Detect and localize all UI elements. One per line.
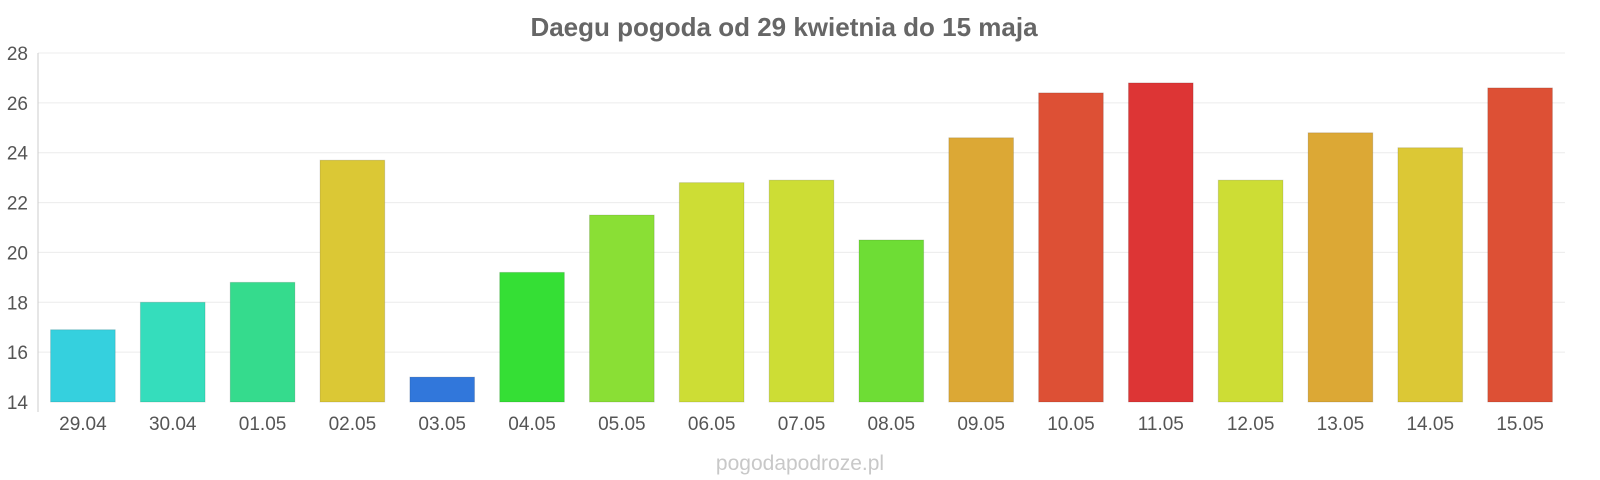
x-tick-label-29.04: 29.04: [59, 414, 107, 435]
x-tick-label-06.05: 06.05: [688, 414, 736, 435]
x-tick-label-11.05: 11.05: [1138, 414, 1184, 435]
x-tick-label-01.05: 01.05: [239, 414, 287, 435]
y-tick-label-14: 14: [7, 393, 29, 414]
x-tick-label-30.04: 30.04: [149, 414, 197, 435]
bar-layer: [50, 82, 1553, 403]
y-tick-label-28: 28: [7, 44, 28, 65]
bar-10.05[interactable]: [1038, 92, 1104, 403]
x-tick-label-08.05: 08.05: [868, 414, 916, 435]
x-tick-label-10.05: 10.05: [1047, 414, 1095, 435]
y-tick-label-22: 22: [7, 194, 28, 215]
bar-01.05[interactable]: [229, 281, 296, 403]
x-tick-label-09.05: 09.05: [957, 414, 1005, 435]
x-tick-label-12.05: 12.05: [1227, 414, 1275, 435]
bar-13.05[interactable]: [1307, 132, 1374, 403]
bar-08.05[interactable]: [858, 239, 925, 403]
bar-30.04[interactable]: [139, 301, 206, 403]
y-tick-label-16: 16: [7, 343, 28, 364]
bar-04.05[interactable]: [499, 271, 565, 403]
y-tick-label-24: 24: [7, 144, 29, 165]
axis-layer: 14 16 18 20 22 24 26 28: [7, 44, 39, 414]
y-tick-label-18: 18: [7, 293, 28, 314]
x-tick-label-07.05: 07.05: [778, 414, 826, 435]
y-tick-label-20: 20: [7, 243, 28, 264]
bar-12.05[interactable]: [1217, 179, 1284, 403]
x-tick-label-05.05: 05.05: [598, 414, 646, 435]
bar-29.04[interactable]: [50, 329, 116, 403]
y-tick-label-26: 26: [7, 94, 28, 115]
bar-15.05[interactable]: [1487, 87, 1553, 403]
x-tick-label-04.05: 04.05: [508, 414, 556, 435]
bar-07.05[interactable]: [768, 179, 835, 403]
x-tick-labels: 29.04 30.04 01.05 02.05 03.05 04.05 05.05 06.05…: [59, 414, 1544, 435]
x-tick-label-03.05: 03.05: [418, 414, 466, 435]
bar-03.05[interactable]: [409, 376, 476, 403]
bar-09.05[interactable]: [948, 137, 1014, 403]
x-tick-label-13.05: 13.05: [1317, 414, 1365, 435]
x-tick-label-15.05: 15.05: [1496, 414, 1544, 435]
bar-06.05[interactable]: [678, 182, 745, 403]
watermark: pogodapodroze.pl: [716, 452, 884, 475]
x-tick-label-14.05: 14.05: [1406, 414, 1454, 435]
bar-02.05[interactable]: [319, 159, 386, 403]
bar-14.05[interactable]: [1397, 147, 1464, 403]
x-tick-label-02.05: 02.05: [329, 414, 377, 435]
bar-05.05[interactable]: [589, 214, 655, 403]
bar-11.05[interactable]: [1127, 82, 1194, 403]
chart-title: Daegu pogoda od 29 kwietnia do 15 maja: [530, 12, 1038, 42]
